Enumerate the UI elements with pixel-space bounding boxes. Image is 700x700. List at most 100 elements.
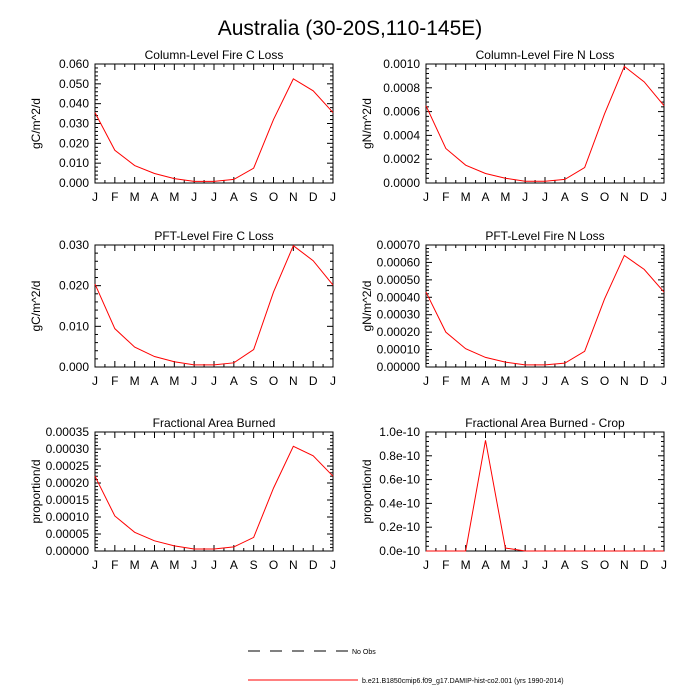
- x-tick-label: M: [130, 374, 140, 388]
- y-tick-label: 0.00010: [46, 510, 90, 524]
- x-tick-label: D: [640, 374, 649, 388]
- x-tick-label: D: [309, 190, 318, 204]
- x-tick-label: J: [191, 190, 197, 204]
- x-tick-label: S: [581, 374, 589, 388]
- x-tick-label: F: [111, 558, 118, 572]
- x-tick-label: J: [211, 374, 217, 388]
- y-tick-label: 0.0002: [383, 152, 420, 166]
- x-tick-label: F: [111, 374, 118, 388]
- x-tick-label: M: [169, 190, 179, 204]
- y-tick-label: 0.030: [59, 117, 89, 131]
- x-tick-label: J: [522, 190, 528, 204]
- y-tick-label: 0.0000: [383, 176, 420, 190]
- y-tick-label: 0.00050: [377, 273, 421, 287]
- x-tick-label: M: [130, 190, 140, 204]
- x-tick-label: N: [620, 558, 629, 572]
- plot-frame: [94, 244, 334, 368]
- x-tick-label: N: [289, 374, 298, 388]
- x-tick-label: O: [269, 558, 278, 572]
- y-tick-label: 0.0008: [383, 81, 420, 95]
- x-tick-label: J: [661, 558, 667, 572]
- x-tick-label: J: [542, 190, 548, 204]
- x-tick-label: O: [600, 190, 609, 204]
- x-tick-label: N: [289, 558, 298, 572]
- x-tick-label: J: [423, 190, 429, 204]
- x-tick-label: O: [600, 558, 609, 572]
- y-tick-label: 0.050: [59, 77, 89, 91]
- y-tick-label: 0.00000: [46, 544, 90, 558]
- x-tick-label: J: [542, 558, 548, 572]
- x-tick-label: M: [461, 374, 471, 388]
- x-tick-label: A: [150, 374, 158, 388]
- y-tick-label: 0.010: [59, 319, 89, 333]
- x-tick-label: O: [269, 374, 278, 388]
- x-tick-label: A: [561, 558, 569, 572]
- x-tick-label: J: [542, 374, 548, 388]
- x-tick-label: M: [169, 374, 179, 388]
- y-tick-label: 0.4e-10: [379, 496, 420, 510]
- y-tick-label: 0.00070: [377, 238, 421, 252]
- x-tick-label: N: [620, 190, 629, 204]
- panel-title: PFT-Level Fire N Loss: [485, 229, 604, 243]
- y-tick-label: 0.00030: [377, 308, 421, 322]
- y-tick-label: 0.0010: [383, 57, 420, 71]
- y-tick-label: 0.000: [59, 176, 89, 190]
- y-tick-label: 0.020: [59, 136, 89, 150]
- y-axis-label: gC/m^2/d: [29, 98, 43, 149]
- x-tick-label: D: [309, 374, 318, 388]
- x-tick-label: M: [500, 558, 510, 572]
- x-tick-label: N: [620, 374, 629, 388]
- x-tick-label: F: [442, 374, 449, 388]
- y-axis-label: proportion/d: [29, 459, 43, 523]
- x-tick-label: J: [522, 374, 528, 388]
- y-tick-label: 0.00040: [377, 290, 421, 304]
- x-tick-label: J: [211, 190, 217, 204]
- x-tick-label: S: [581, 558, 589, 572]
- plot-frame: [94, 63, 334, 184]
- series-line: [94, 445, 334, 550]
- y-tick-label: 0.00035: [46, 425, 90, 439]
- x-tick-label: M: [500, 374, 510, 388]
- x-tick-label: A: [150, 190, 158, 204]
- y-tick-label: 0.040: [59, 97, 89, 111]
- x-tick-label: F: [442, 558, 449, 572]
- x-tick-label: J: [191, 558, 197, 572]
- y-axis-label: gN/m^2/d: [360, 98, 374, 149]
- x-tick-label: M: [461, 190, 471, 204]
- y-axis-label: proportion/d: [360, 459, 374, 523]
- series-line: [94, 78, 334, 182]
- x-tick-label: A: [230, 374, 238, 388]
- x-tick-label: D: [309, 558, 318, 572]
- y-tick-label: 0.000: [59, 360, 89, 374]
- x-tick-label: D: [640, 558, 649, 572]
- y-tick-label: 0.0006: [383, 105, 420, 119]
- y-tick-label: 0.020: [59, 279, 89, 293]
- y-tick-label: 0.00000: [377, 360, 421, 374]
- x-tick-label: F: [111, 190, 118, 204]
- legend: No Obs b.e21.B1850cmip6.f09_g17.DAMIP-hi…: [248, 649, 564, 685]
- x-tick-label: A: [150, 558, 158, 572]
- x-tick-label: J: [92, 190, 98, 204]
- x-tick-label: J: [92, 374, 98, 388]
- panel-title: Fractional Area Burned - Crop: [465, 416, 625, 430]
- y-tick-label: 0.010: [59, 156, 89, 170]
- series-line: [425, 65, 665, 182]
- x-tick-label: J: [423, 558, 429, 572]
- y-axis-label: gN/m^2/d: [360, 281, 374, 332]
- y-tick-label: 0.00030: [46, 442, 90, 456]
- y-tick-label: 0.00010: [377, 343, 421, 357]
- series-line: [94, 244, 334, 366]
- x-tick-label: J: [330, 190, 336, 204]
- x-tick-label: S: [250, 558, 258, 572]
- panel-title: PFT-Level Fire C Loss: [154, 229, 273, 243]
- x-tick-label: A: [481, 374, 489, 388]
- x-tick-label: F: [442, 190, 449, 204]
- y-tick-label: 0.060: [59, 57, 89, 71]
- x-tick-label: J: [661, 190, 667, 204]
